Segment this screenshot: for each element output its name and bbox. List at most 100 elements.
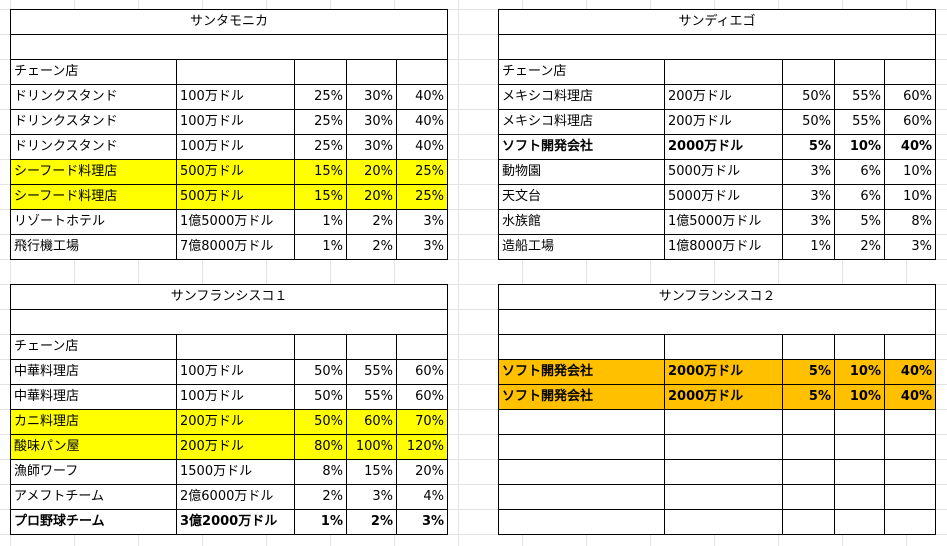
percent-2-cell[interactable]: 20% [346, 184, 397, 210]
header-cell[interactable] [834, 59, 885, 85]
store-name-cell[interactable] [498, 409, 665, 435]
percent-3-cell[interactable]: 120% [395, 434, 449, 460]
cost-cell[interactable]: 1億8000万ドル [664, 234, 783, 260]
percent-2-cell[interactable]: 6% [834, 159, 885, 185]
header-cell[interactable] [883, 334, 937, 360]
percent-1-cell[interactable]: 3% [782, 159, 835, 185]
header-chain-store[interactable]: チェーン店 [498, 59, 665, 85]
percent-3-cell[interactable]: 70% [395, 409, 449, 435]
table-title[interactable]: サンディエゴ [497, 9, 937, 35]
percent-1-cell[interactable]: 50% [782, 84, 835, 110]
percent-2-cell[interactable]: 10% [834, 359, 885, 385]
percent-2-cell[interactable]: 20% [346, 159, 397, 185]
cost-cell[interactable]: 7億8000万ドル [176, 234, 295, 260]
percent-2-cell[interactable] [834, 459, 885, 485]
percent-1-cell[interactable] [782, 509, 835, 535]
cost-cell[interactable]: 5000万ドル [664, 159, 783, 185]
percent-2-cell[interactable]: 30% [346, 84, 397, 110]
percent-3-cell[interactable]: 10% [883, 159, 937, 185]
percent-2-cell[interactable]: 10% [834, 134, 885, 160]
cost-cell[interactable]: 200万ドル [664, 109, 783, 135]
percent-2-cell[interactable]: 6% [834, 184, 885, 210]
header-cell[interactable] [664, 334, 783, 360]
percent-1-cell[interactable]: 25% [294, 134, 347, 160]
header-cell[interactable] [294, 59, 347, 85]
store-name-cell[interactable]: ドリンクスタンド [10, 134, 177, 160]
percent-3-cell[interactable] [883, 484, 937, 510]
table-title[interactable]: サンフランシスコ１ [9, 284, 449, 310]
blank-cell[interactable] [9, 309, 449, 335]
percent-2-cell[interactable]: 10% [834, 384, 885, 410]
percent-3-cell[interactable]: 60% [395, 384, 449, 410]
cost-cell[interactable]: 200万ドル [664, 84, 783, 110]
store-name-cell[interactable]: 水族館 [498, 209, 665, 235]
store-name-cell[interactable]: カニ料理店 [10, 409, 177, 435]
cost-cell[interactable]: 2000万ドル [664, 359, 783, 385]
cost-cell[interactable]: 3億2000万ドル [176, 509, 295, 535]
percent-1-cell[interactable]: 50% [294, 409, 347, 435]
header-cell[interactable] [176, 334, 295, 360]
blank-cell[interactable] [497, 309, 937, 335]
percent-1-cell[interactable]: 5% [782, 384, 835, 410]
store-name-cell[interactable]: 中華料理店 [10, 384, 177, 410]
header-chain-store[interactable]: チェーン店 [10, 334, 177, 360]
cost-cell[interactable] [664, 459, 783, 485]
percent-3-cell[interactable]: 10% [883, 184, 937, 210]
percent-3-cell[interactable] [883, 434, 937, 460]
percent-3-cell[interactable] [883, 509, 937, 535]
percent-1-cell[interactable]: 1% [294, 234, 347, 260]
store-name-cell[interactable]: ドリンクスタンド [10, 109, 177, 135]
table-title[interactable]: サンフランシスコ２ [497, 284, 937, 310]
header-chain-store[interactable] [498, 334, 665, 360]
percent-1-cell[interactable]: 15% [294, 184, 347, 210]
store-name-cell[interactable]: 造船工場 [498, 234, 665, 260]
percent-3-cell[interactable]: 8% [883, 209, 937, 235]
blank-cell[interactable] [9, 34, 449, 60]
percent-3-cell[interactable]: 60% [395, 359, 449, 385]
cost-cell[interactable]: 2000万ドル [664, 134, 783, 160]
store-name-cell[interactable] [498, 509, 665, 535]
percent-2-cell[interactable]: 2% [346, 209, 397, 235]
cost-cell[interactable]: 1500万ドル [176, 459, 295, 485]
store-name-cell[interactable] [498, 459, 665, 485]
percent-2-cell[interactable]: 30% [346, 109, 397, 135]
percent-2-cell[interactable] [834, 484, 885, 510]
header-cell[interactable] [176, 59, 295, 85]
percent-3-cell[interactable]: 3% [395, 209, 449, 235]
percent-3-cell[interactable]: 60% [883, 109, 937, 135]
percent-1-cell[interactable]: 50% [782, 109, 835, 135]
store-name-cell[interactable] [498, 434, 665, 460]
percent-1-cell[interactable]: 1% [294, 509, 347, 535]
header-cell[interactable] [782, 59, 835, 85]
store-name-cell[interactable]: 天文台 [498, 184, 665, 210]
cost-cell[interactable]: 1億5000万ドル [176, 209, 295, 235]
store-name-cell[interactable]: リゾートホテル [10, 209, 177, 235]
percent-1-cell[interactable]: 3% [782, 184, 835, 210]
cost-cell[interactable]: 200万ドル [176, 434, 295, 460]
cost-cell[interactable] [664, 409, 783, 435]
cost-cell[interactable]: 100万ドル [176, 359, 295, 385]
header-cell[interactable] [782, 334, 835, 360]
cost-cell[interactable]: 1億5000万ドル [664, 209, 783, 235]
percent-3-cell[interactable] [883, 409, 937, 435]
percent-1-cell[interactable]: 1% [294, 209, 347, 235]
percent-3-cell[interactable]: 40% [883, 384, 937, 410]
percent-2-cell[interactable]: 3% [346, 484, 397, 510]
percent-3-cell[interactable]: 40% [395, 134, 449, 160]
percent-1-cell[interactable] [782, 484, 835, 510]
store-name-cell[interactable]: メキシコ料理店 [498, 109, 665, 135]
percent-1-cell[interactable] [782, 409, 835, 435]
percent-1-cell[interactable]: 2% [294, 484, 347, 510]
percent-2-cell[interactable]: 2% [834, 234, 885, 260]
percent-2-cell[interactable]: 55% [834, 109, 885, 135]
header-cell[interactable] [883, 59, 937, 85]
store-name-cell[interactable]: ソフト開発会社 [498, 384, 665, 410]
cost-cell[interactable] [664, 434, 783, 460]
store-name-cell[interactable]: 酸味パン屋 [10, 434, 177, 460]
percent-3-cell[interactable]: 40% [395, 109, 449, 135]
percent-3-cell[interactable] [883, 459, 937, 485]
percent-1-cell[interactable]: 5% [782, 134, 835, 160]
blank-cell[interactable] [497, 34, 937, 60]
store-name-cell[interactable]: ドリンクスタンド [10, 84, 177, 110]
cost-cell[interactable]: 2000万ドル [664, 384, 783, 410]
